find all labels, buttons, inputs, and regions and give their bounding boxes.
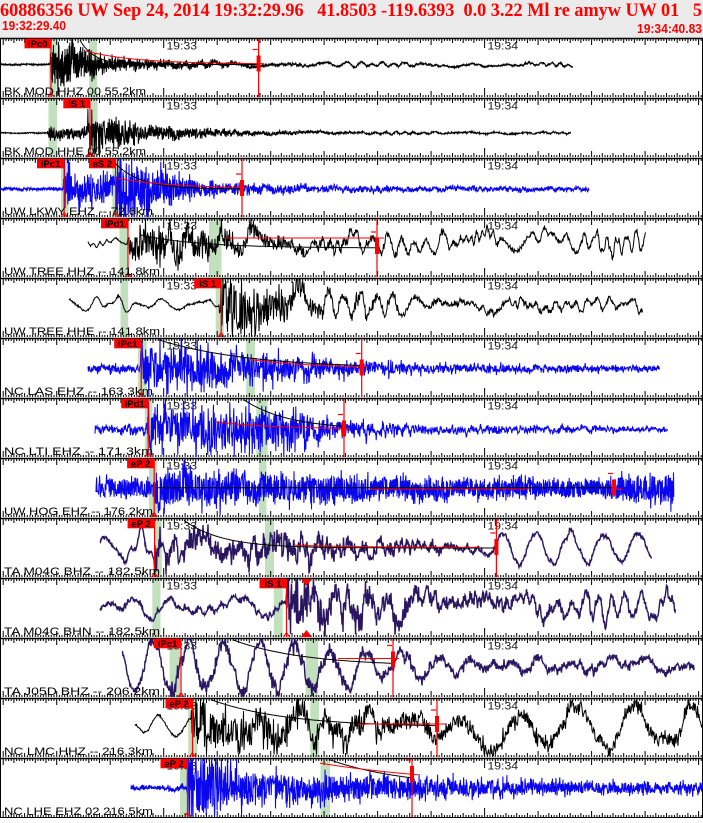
svg-text:iPc1: iPc1 [41, 159, 61, 170]
svg-text:UW TREE HHZ -- 141.8km: UW TREE HHZ -- 141.8km [4, 266, 160, 278]
svg-text:19:34: 19:34 [488, 701, 519, 713]
svg-text:BK MOD HHE 00 55.2km: BK MOD HHE 00 55.2km [4, 146, 146, 158]
svg-text:19:34: 19:34 [488, 41, 519, 53]
svg-text:19:34: 19:34 [488, 101, 519, 113]
svg-text:19:34: 19:34 [488, 281, 519, 293]
svg-text:19:33: 19:33 [167, 161, 198, 173]
svg-text:19:33: 19:33 [167, 221, 198, 233]
svg-text:19:33: 19:33 [167, 101, 198, 113]
svg-text:19:34: 19:34 [488, 161, 519, 173]
svg-text:NC LHE EHZ 02 216.5km: NC LHE EHZ 02 216.5km [4, 806, 153, 818]
svg-text:iPd1: iPd1 [125, 399, 146, 410]
svg-text:19:34: 19:34 [488, 761, 519, 773]
svg-text:19:34: 19:34 [488, 401, 519, 413]
svg-text:19:34: 19:34 [488, 341, 519, 353]
svg-text:iS 1: iS 1 [199, 279, 217, 290]
svg-text:iPc1: iPc1 [158, 639, 178, 650]
svg-text:UW LKWY EHZ -- 72.6km: UW LKWY EHZ -- 72.6km [4, 206, 153, 218]
svg-text:60886356 UW Sep 24, 2014 19:32: 60886356 UW Sep 24, 2014 19:32:29.96 41.… [0, 0, 702, 21]
svg-text:NC LTI EHZ -- 171.3km: NC LTI EHZ -- 171.3km [4, 446, 153, 458]
svg-text:TA J05D BHZ -- 206.2km: TA J05D BHZ -- 206.2km [4, 686, 160, 698]
svg-text:iPc0: iPc0 [28, 39, 48, 50]
svg-text:19:34: 19:34 [488, 641, 519, 653]
svg-text:TA M04C BHN -- 182.5km: TA M04C BHN -- 182.5km [4, 626, 160, 638]
svg-text:19:34:40.83: 19:34:40.83 [637, 21, 702, 36]
svg-text:19:34: 19:34 [488, 521, 519, 533]
svg-text:eP 2: eP 2 [169, 699, 188, 710]
svg-text:19:33: 19:33 [167, 581, 198, 593]
svg-text:eP 2: eP 2 [131, 459, 150, 470]
svg-text:19:34: 19:34 [488, 581, 519, 593]
svg-text:UW TREE HHE -- 141.8km: UW TREE HHE -- 141.8km [4, 326, 160, 338]
svg-text:19:33: 19:33 [167, 521, 198, 533]
svg-text:19:33: 19:33 [167, 401, 198, 413]
svg-text:BK MOD HHZ 00 55.2km: BK MOD HHZ 00 55.2km [4, 86, 146, 98]
svg-text:UW HOG EHZ -- 176.2km: UW HOG EHZ -- 176.2km [4, 506, 153, 518]
svg-text:iS 1: iS 1 [265, 579, 283, 590]
svg-text:19:34: 19:34 [488, 221, 519, 233]
svg-text:19:33: 19:33 [167, 41, 198, 53]
svg-text:19:32:29.40: 19:32:29.40 [2, 18, 66, 33]
svg-text:iPd1: iPd1 [104, 219, 125, 230]
svg-text:19:34: 19:34 [488, 461, 519, 473]
svg-text:NC LAS EHZ -- 163.3km: NC LAS EHZ -- 163.3km [4, 386, 153, 398]
svg-text:iS 1: iS 1 [68, 99, 86, 110]
svg-text:eS 2: eS 2 [93, 159, 113, 170]
svg-text:iPc1: iPc1 [118, 339, 138, 350]
svg-text:NC LMC HHZ -- 216.3km: NC LMC HHZ -- 216.3km [4, 746, 153, 758]
svg-text:19:33: 19:33 [167, 281, 198, 293]
svg-text:eP 2: eP 2 [131, 519, 150, 530]
svg-text:eP 2: eP 2 [164, 759, 183, 770]
svg-text:TA M04C BHZ -- 182.5km: TA M04C BHZ -- 182.5km [4, 566, 160, 578]
svg-text:19:33: 19:33 [167, 461, 198, 473]
